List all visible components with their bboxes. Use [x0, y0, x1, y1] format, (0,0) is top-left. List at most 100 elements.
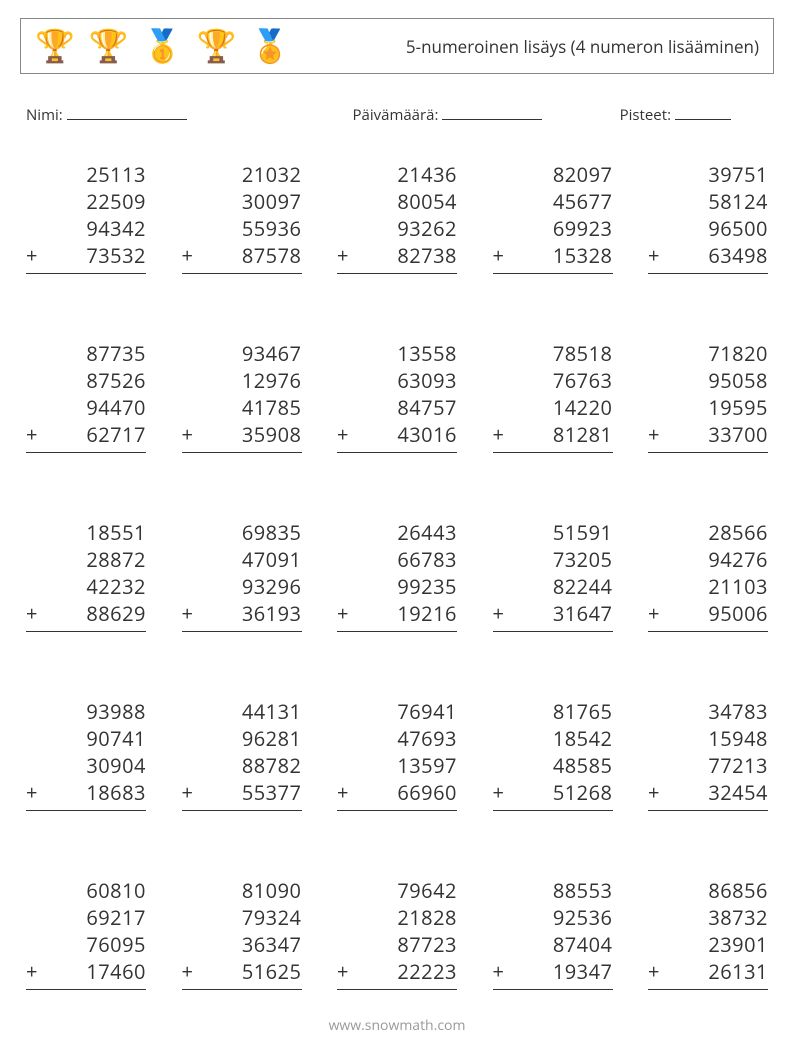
addition-problem: 185512887242232+88629	[26, 519, 146, 650]
operator	[493, 573, 511, 600]
addend-value: 13597	[355, 752, 457, 779]
operator	[648, 573, 666, 600]
sum-rule	[182, 989, 302, 1008]
addend-line: +82738	[337, 242, 457, 269]
addend-value: 14220	[511, 394, 613, 421]
addend-line: +26131	[648, 958, 768, 985]
addend-line: 81765	[493, 698, 613, 725]
addend-value: 30097	[200, 188, 302, 215]
addend-line: 39751	[648, 161, 768, 188]
sum-rule	[337, 452, 457, 471]
addend-line: +63498	[648, 242, 768, 269]
worksheet-page: 🏆 🏆 🥇 🏆 🏅 5-numeroinen lisäys (4 numeron…	[0, 0, 794, 1053]
addend-value: 94276	[666, 546, 768, 573]
addend-value: 94470	[44, 394, 146, 421]
addend-value: 21828	[355, 904, 457, 931]
operator	[493, 215, 511, 242]
addend-value: 48585	[511, 752, 613, 779]
date-blank[interactable]	[442, 104, 542, 120]
addend-line: 88553	[493, 877, 613, 904]
addend-line: +15328	[493, 242, 613, 269]
operator	[493, 904, 511, 931]
operator: +	[648, 600, 666, 627]
addend-value: 69217	[44, 904, 146, 931]
addend-line: 63093	[337, 367, 457, 394]
operator	[493, 188, 511, 215]
addend-value: 22509	[44, 188, 146, 215]
addend-line: +81281	[493, 421, 613, 448]
addend-value: 15948	[666, 725, 768, 752]
operator	[26, 188, 44, 215]
operator	[493, 877, 511, 904]
addend-value: 81281	[511, 421, 613, 448]
addend-value: 86856	[666, 877, 768, 904]
addend-line: 71820	[648, 340, 768, 367]
addend-value: 87578	[200, 242, 302, 269]
addend-value: 36347	[200, 931, 302, 958]
problems-row: 608106921776095+17460810907932436347+516…	[26, 877, 768, 1008]
addend-value: 26443	[355, 519, 457, 546]
addend-value: 90741	[44, 725, 146, 752]
problems-row: 939889074130904+18683441319628188782+553…	[26, 698, 768, 829]
name-blank[interactable]	[67, 104, 187, 120]
score-field: Pisteet:	[620, 104, 768, 125]
operator	[493, 752, 511, 779]
addition-problem: 796422182887723+22223	[337, 877, 457, 1008]
score-blank[interactable]	[675, 104, 731, 120]
addend-line: +88629	[26, 600, 146, 627]
info-row: Nimi: Päivämäärä: Pisteet:	[20, 104, 774, 125]
addend-line: 81090	[182, 877, 302, 904]
operator	[337, 394, 355, 421]
addend-line: 69217	[26, 904, 146, 931]
addition-problem: 939889074130904+18683	[26, 698, 146, 829]
sum-rule	[648, 810, 768, 829]
addend-value: 39751	[666, 161, 768, 188]
addend-value: 81765	[511, 698, 613, 725]
operator	[182, 367, 200, 394]
sum-rule	[182, 810, 302, 829]
operator	[648, 698, 666, 725]
operator: +	[337, 779, 355, 806]
addend-value: 26131	[666, 958, 768, 985]
addend-line: 79642	[337, 877, 457, 904]
operator	[182, 519, 200, 546]
addend-line: 66783	[337, 546, 457, 573]
addition-problem: 264436678399235+19216	[337, 519, 457, 650]
addend-line: 94276	[648, 546, 768, 573]
addition-problem: 698354709193296+36193	[182, 519, 302, 650]
addend-line: 38732	[648, 904, 768, 931]
addend-value: 93988	[44, 698, 146, 725]
addend-line: 87723	[337, 931, 457, 958]
addend-value: 32454	[666, 779, 768, 806]
addend-line: 21103	[648, 573, 768, 600]
addend-value: 81090	[200, 877, 302, 904]
addend-value: 76095	[44, 931, 146, 958]
sum-rule	[648, 989, 768, 1008]
addend-value: 87735	[44, 340, 146, 367]
addend-value: 99235	[355, 573, 457, 600]
addend-line: 96281	[182, 725, 302, 752]
sum-rule	[26, 989, 146, 1008]
sum-rule	[337, 810, 457, 829]
operator	[26, 877, 44, 904]
operator	[337, 161, 355, 188]
operator	[26, 519, 44, 546]
addition-problem: 934671297641785+35908	[182, 340, 302, 471]
addend-value: 82097	[511, 161, 613, 188]
addend-value: 60810	[44, 877, 146, 904]
addend-value: 73205	[511, 546, 613, 573]
operator	[337, 698, 355, 725]
operator	[493, 394, 511, 421]
operator	[648, 904, 666, 931]
addend-line: 93467	[182, 340, 302, 367]
addend-line: 30904	[26, 752, 146, 779]
addend-value: 19595	[666, 394, 768, 421]
operator: +	[493, 600, 511, 627]
addend-value: 63093	[355, 367, 457, 394]
addition-problem: 820974567769923+15328	[493, 161, 613, 292]
operator: +	[182, 421, 200, 448]
operator	[26, 161, 44, 188]
addend-line: 90741	[26, 725, 146, 752]
addend-value: 44131	[200, 698, 302, 725]
addition-problem: 718209505819595+33700	[648, 340, 768, 471]
